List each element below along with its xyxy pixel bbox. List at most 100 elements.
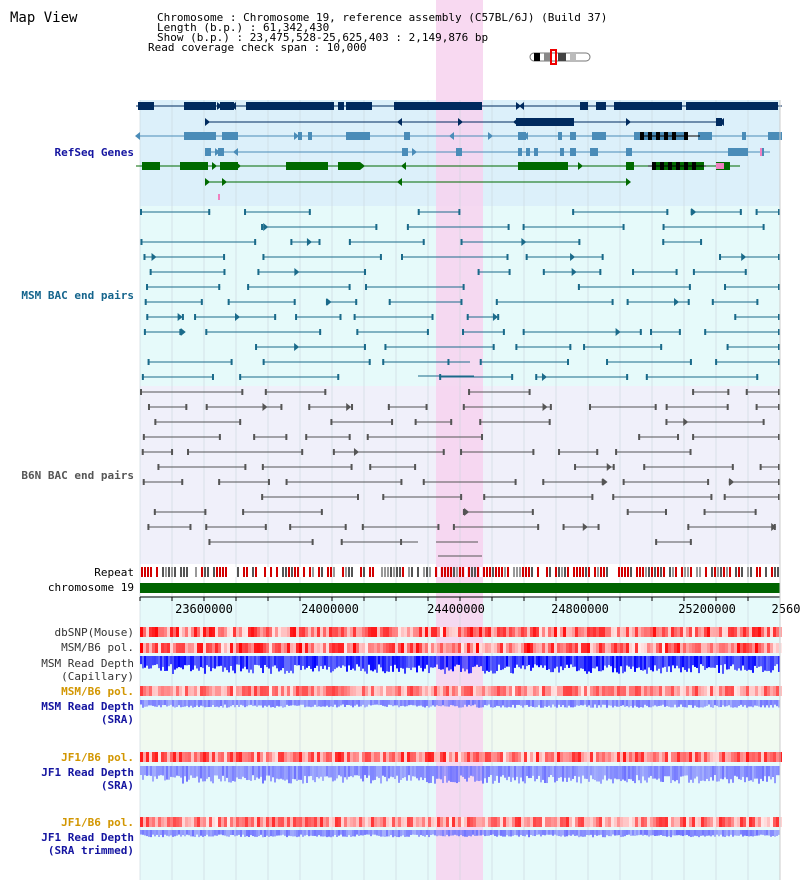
- msm-depth-sra-bar: [534, 700, 536, 708]
- repeat-block: [354, 567, 356, 577]
- jf1-b6-pol-cell: [713, 752, 716, 762]
- msm-depth-cap-bar: [326, 656, 328, 670]
- jf1-depth-trim-bar: [742, 830, 744, 837]
- msm-depth-sra-bar: [174, 700, 176, 708]
- msm-depth-cap-bar: [466, 656, 468, 670]
- msm-depth-cap-bar: [310, 656, 312, 669]
- jf1-b6-pol-cell: [290, 752, 293, 762]
- msm-b6-pol-cell: [236, 686, 239, 696]
- msm-depth-sra-bar: [330, 700, 332, 707]
- msm-b6-pol-cell: [194, 643, 197, 653]
- jf1-b6-pol-cell: [746, 817, 749, 827]
- msm-depth-cap-bar: [322, 656, 324, 669]
- jf1-b6-pol-cell: [389, 817, 392, 827]
- bac-end: [348, 239, 351, 245]
- jf1-b6-pol-cell: [755, 752, 758, 762]
- msm-depth-cap-bar: [750, 656, 752, 671]
- bac-end: [666, 209, 669, 215]
- msm-depth-cap-bar: [386, 656, 388, 672]
- jf1-b6-pol-cell: [641, 752, 644, 762]
- msm-b6-pol-cell: [149, 643, 152, 653]
- jf1-depth-sra-bar: [390, 766, 392, 777]
- msm-depth-cap-bar: [402, 656, 404, 669]
- jf1-depth-trim-bar: [456, 830, 458, 836]
- msm-depth-sra-bar: [484, 700, 486, 706]
- msm-depth-sra-bar: [730, 700, 732, 708]
- dbsnp-cell: [413, 627, 416, 637]
- jf1-b6-pol-cell: [401, 817, 404, 827]
- chromosome-bar[interactable]: [140, 583, 780, 593]
- dbsnp-cell: [140, 627, 143, 637]
- dbsnp-cell: [188, 627, 191, 637]
- repeat-block: [237, 567, 239, 577]
- refseq-genes-track[interactable]: [135, 102, 782, 200]
- jf1-b6-pol-cell: [446, 817, 449, 827]
- jf1-depth-trim-bar: [494, 830, 496, 836]
- msm-b6-pol-cell: [677, 643, 680, 653]
- msm-depth-cap-bar: [568, 656, 570, 668]
- msm-b6-pol-cell: [650, 686, 653, 696]
- msm-bac-end-pairs-track[interactable]: [140, 208, 780, 381]
- dbsnp-cell: [362, 627, 365, 637]
- msm-depth-sra-bar: [206, 700, 208, 708]
- msm-depth-sra-bar: [240, 700, 242, 705]
- bac-arrow: [615, 328, 621, 336]
- gene-exon: [660, 162, 664, 170]
- msm-depth-cap-bar: [698, 656, 700, 674]
- repeat-track[interactable]: [141, 567, 779, 577]
- repeat-block: [186, 567, 188, 577]
- msm-b6-pol-cell: [362, 643, 365, 653]
- repeat-block: [468, 567, 470, 577]
- jf1-depth-trim-bar: [644, 830, 646, 835]
- jf1-depth-trim-bar: [232, 830, 234, 836]
- bac-end: [531, 509, 534, 515]
- jf1-depth-trim-bar: [292, 830, 294, 837]
- jf1-depth-trim-bar: [654, 830, 656, 836]
- msm-b6-pol-cell: [632, 643, 635, 653]
- jf1-depth-trim-bar: [384, 830, 386, 837]
- jf1-b6-pol-cell: [344, 817, 347, 827]
- page-title: Map View: [10, 10, 78, 26]
- repeat-block: [615, 567, 617, 577]
- jf1-depth-trim-bar: [266, 830, 268, 836]
- repeat-block: [417, 567, 419, 577]
- msm-depth-cap-bar: [314, 656, 316, 668]
- dbsnp-cell: [566, 627, 569, 637]
- msm-b6-pol-cell: [362, 686, 365, 696]
- jf1-depth-trim-bar: [158, 830, 160, 838]
- b6n-bac-end-pairs-track[interactable]: [140, 389, 780, 557]
- polymorphism-heat-tracks[interactable]: [140, 627, 782, 827]
- chromosome-ideogram[interactable]: [529, 49, 591, 65]
- repeat-block: [267, 567, 269, 577]
- gene-exon: [338, 162, 360, 170]
- repeat-block: [459, 567, 461, 577]
- msm-b6-pol-cell: [389, 686, 392, 696]
- jf1-depth-trim-bar: [296, 830, 298, 838]
- msm-depth-cap-bar: [144, 656, 146, 668]
- jf1-depth-trim-bar: [530, 830, 532, 835]
- msm-b6-pol-cell: [395, 643, 398, 653]
- jf1-depth-trim-bar: [140, 830, 142, 835]
- bac-end: [597, 524, 600, 530]
- msm-depth-sra-bar: [220, 700, 222, 706]
- read-depth-tracks[interactable]: [140, 656, 780, 838]
- bac-end: [244, 464, 247, 470]
- msm-depth-sra-bar: [750, 700, 752, 707]
- msm-b6-pol-cell: [407, 686, 410, 696]
- msm-depth-sra-bar: [686, 700, 688, 708]
- msm-depth-cap-bar: [378, 656, 380, 665]
- msm-b6-pol-cell: [632, 686, 635, 696]
- jf1-depth-trim-bar: [196, 830, 198, 835]
- msm-b6-pol-cell: [731, 643, 734, 653]
- dbsnp-cell: [260, 627, 263, 637]
- jf1-depth-sra-bar: [572, 766, 574, 779]
- bac-end: [664, 509, 667, 515]
- repeat-block: [411, 567, 413, 577]
- jf1-b6-pol-cell: [197, 752, 200, 762]
- msm-depth-cap-bar: [490, 656, 492, 671]
- jf1-depth-trim-bar: [236, 830, 238, 836]
- msm-depth-sra-bar: [770, 700, 772, 706]
- bac-end: [261, 464, 264, 470]
- dbsnp-cell: [284, 627, 287, 637]
